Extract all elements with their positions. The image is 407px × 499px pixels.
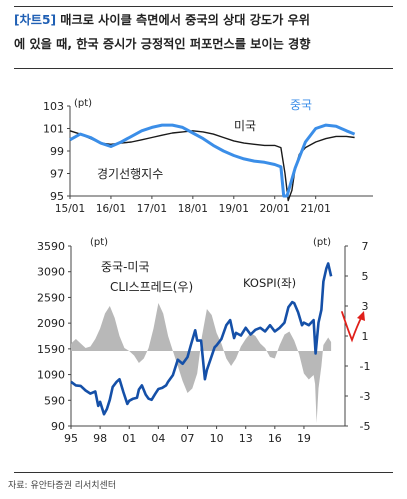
spread-label-line2: CLI스프레드(우) [110,280,193,294]
y-tick-label: 101 [43,123,64,136]
red-arrow-head [357,311,365,321]
right-tick-label: 1 [362,330,369,343]
y-tick-label: 95 [50,190,64,203]
right-tick-label: -3 [360,390,371,403]
x-tick-label: 04 [151,432,165,445]
us-series-label: 미국 [234,119,256,133]
left-tick-label: 3090 [37,266,65,279]
y-unit-label: (pt) [74,98,92,109]
kospi-line [70,262,333,416]
right-tick-label: 3 [362,300,369,313]
right-unit-label: (pt) [313,237,331,248]
cli-chart: (pt) 95 97 99 101 103 15/01 16/01 17/01 18/01 19/0… [43,98,373,215]
china-series-label: 중국 [290,98,312,112]
y-tick-label: 99 [50,145,64,158]
title-divider [14,68,393,69]
y-tick-label: 103 [43,100,64,113]
title-line-1: 매크로 사이클 측면에서 중국의 상대 강도가 우위 [60,13,311,27]
kospi-label: KOSPI(좌) [243,276,296,290]
title-line-2: 에 있을 때, 한국 증시가 긍정적인 퍼포먼스를 보이는 경향 [14,37,311,51]
right-tick-label: -1 [360,360,371,373]
x-tick-label: 10 [210,432,224,445]
x-tick-label: 15/01 [55,203,85,215]
x-tick-label: 17/01 [137,203,167,215]
spread-label-line1: 중국-미국 [101,260,150,274]
left-tick-label: 2590 [37,291,65,304]
right-tick-label: -5 [360,420,371,433]
y-tick-label: 97 [50,168,64,181]
x-tick-label: 07 [180,432,194,445]
x-tick-label: 21/01 [301,203,331,215]
left-tick-label: 1590 [37,343,65,356]
x-tick-label: 95 [64,432,78,445]
chart-tag: [차트5] [14,13,57,27]
left-tick-label: 2090 [37,317,65,330]
chart-title: [차트5] 매크로 사이클 측면에서 중국의 상대 강도가 우위 에 있을 때,… [14,8,393,56]
right-tick-label: 7 [362,240,369,253]
right-tick-label: 5 [362,270,369,283]
left-tick-label: 3590 [37,240,65,253]
x-tick-label: 01 [122,432,136,445]
x-tick-label: 20/01 [260,203,290,215]
left-tick-label: 590 [44,394,65,407]
left-tick-label: 90 [51,420,65,433]
top-rule [14,6,393,7]
x-tick-label: 18/01 [178,203,208,215]
china-cli-line [69,123,356,198]
x-tick-label: 16 [268,432,282,445]
x-tick-label: 19 [297,432,311,445]
x-tick-label: 19/01 [219,203,249,215]
left-unit-label: (pt) [90,237,108,248]
left-tick-label: 1090 [37,369,65,382]
x-tick-label: 98 [93,432,107,445]
red-arrow [341,311,363,343]
cli-spread-area [71,303,332,423]
cli-label: 경기선행지수 [97,166,163,181]
footer-divider [14,472,393,473]
x-tick-label: 13 [239,432,253,445]
x-tick-label: 16/01 [96,203,126,215]
source-note: 자료: 유안타증권 리서치센터 [8,481,117,491]
